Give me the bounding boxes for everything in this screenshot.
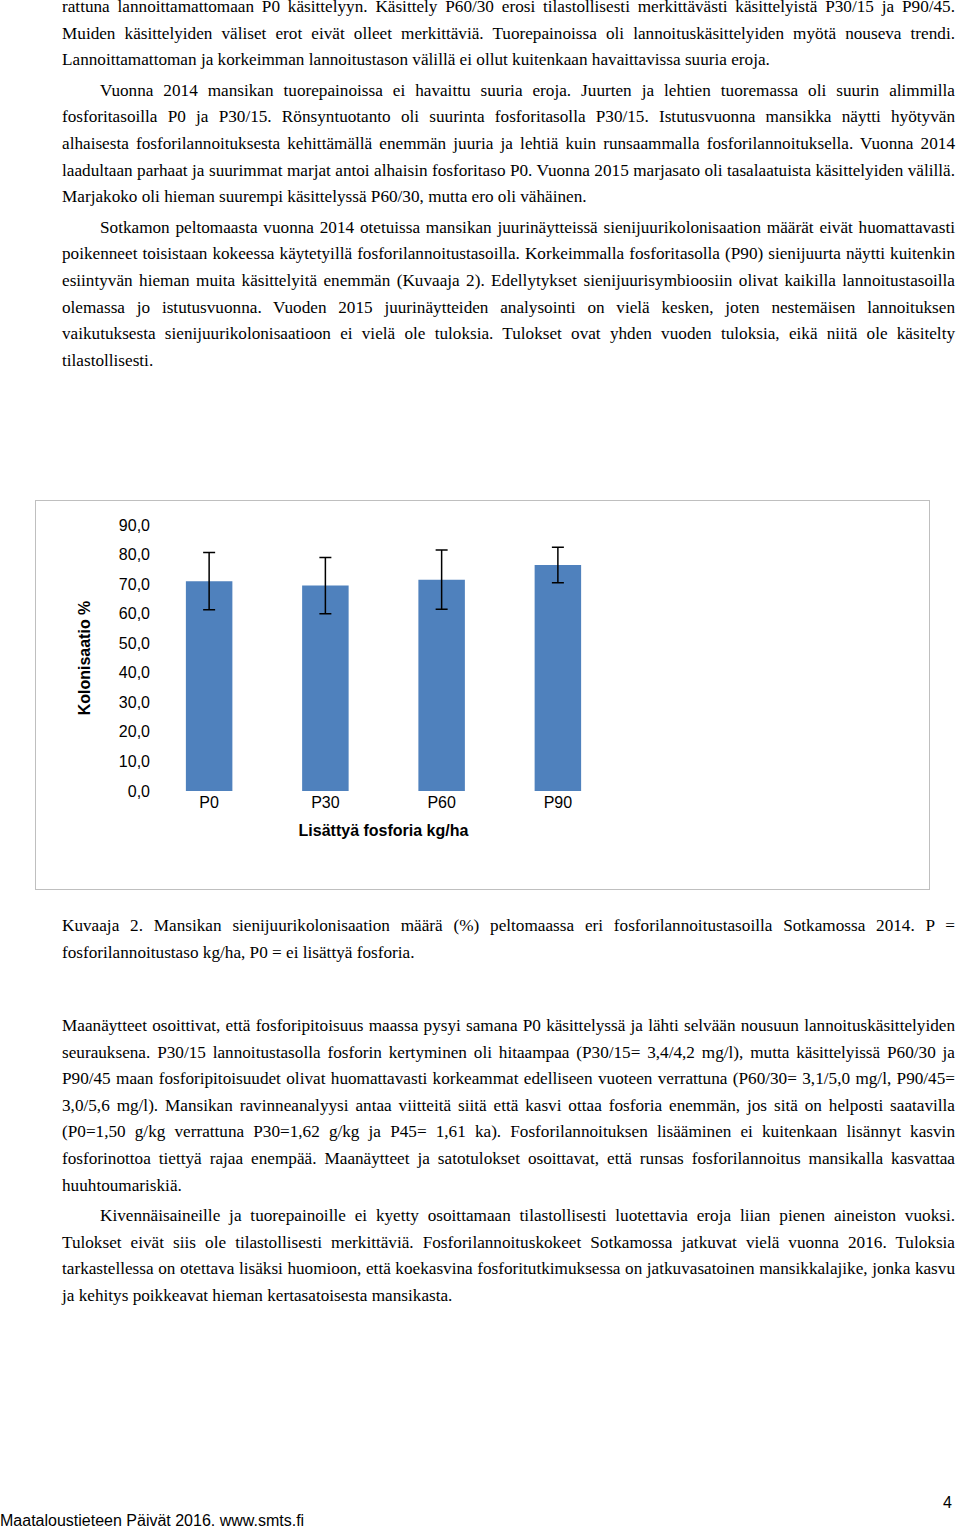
svg-text:70,0: 70,0 <box>119 576 150 593</box>
svg-text:50,0: 50,0 <box>119 635 150 652</box>
svg-text:40,0: 40,0 <box>119 664 150 681</box>
html-text:Sotkamon peltomaasta vuonna 20: Sotkamon peltomaasta vuonna 2014 otetuis… <box>62 217 955 370</box>
svg-text:80,0: 80,0 <box>119 546 150 563</box>
html-text:Kuvaaja 2. Mansikan sienijuuri: Kuvaaja 2. Mansikan sienijuurikolonisaat… <box>62 916 955 962</box>
svg-text:0,0: 0,0 <box>128 783 150 800</box>
svg-text:Lisättyä fosforia kg/ha: Lisättyä fosforia kg/ha <box>299 822 469 839</box>
svg-text:Kolonisaatio %: Kolonisaatio % <box>76 601 93 716</box>
svg-text:P60: P60 <box>427 794 456 811</box>
html-text:Maataloustieteen Päivät 2016.: Maataloustieteen Päivät 2016. www.smts.f… <box>0 1512 305 1529</box>
html-text:Vuonna 2014 mansikan tuorepain: Vuonna 2014 mansikan tuorepainoissa ei h… <box>62 80 955 207</box>
html-text:Kivennäisaineille ja tuorepain: Kivennäisaineille ja tuorepainoille ei k… <box>62 1206 955 1305</box>
svg-text:P0: P0 <box>199 794 219 811</box>
svg-text:20,0: 20,0 <box>119 723 150 740</box>
svg-text:60,0: 60,0 <box>119 605 150 622</box>
html-text:Maanäytteet osoittivat, että f: Maanäytteet osoittivat, että fosforipito… <box>62 1016 955 1195</box>
html-text:4: 4 <box>943 1494 952 1511</box>
svg-text:P30: P30 <box>311 794 340 811</box>
svg-text:10,0: 10,0 <box>119 753 150 770</box>
svg-text:90,0: 90,0 <box>119 517 150 534</box>
svg-text:P90: P90 <box>544 794 573 811</box>
svg-text:30,0: 30,0 <box>119 694 150 711</box>
